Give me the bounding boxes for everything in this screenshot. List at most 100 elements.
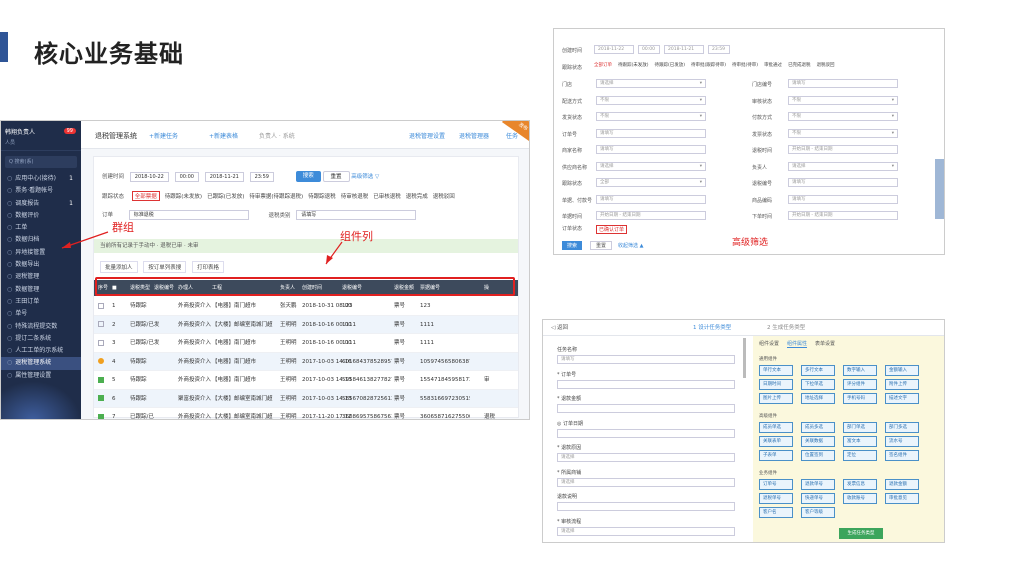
tr-status-tab[interactable]: 全部订单 — [594, 63, 612, 68]
br-component-pill[interactable]: 审批意见 — [885, 493, 919, 504]
manager-link[interactable]: 退税管理器 — [459, 133, 490, 140]
status-chip[interactable]: 全部票据 — [131, 191, 160, 201]
br-component-pill[interactable]: 手机号码 — [843, 393, 877, 404]
br-component-pill[interactable]: 地址选择 — [801, 393, 835, 404]
search-button[interactable]: 搜索 — [295, 171, 321, 182]
row-checkbox[interactable] — [98, 390, 104, 409]
br-component-pill[interactable]: 定位 — [843, 450, 877, 461]
sidebar-item[interactable]: 属性管理设置 — [1, 370, 81, 382]
tr-field-input[interactable]: 请填写 — [596, 194, 706, 204]
br-component-pill[interactable]: 金额输入 — [885, 365, 919, 376]
row-checkbox[interactable] — [98, 371, 104, 390]
br-field-input[interactable]: 请选择 — [557, 453, 735, 462]
tr-time2-input[interactable]: 23:59 — [708, 45, 730, 54]
br-component-pill[interactable]: 收款账号 — [843, 493, 877, 504]
table-row[interactable]: 6 待跟踪 聚富投资介入 【大楼】邮编室南城门超 王明明 2017-10-03 14:13… — [94, 389, 518, 409]
tr-status-tab[interactable]: 待跟踪(未发放) — [618, 63, 649, 68]
sidebar-item[interactable]: 数据评价 — [1, 210, 81, 222]
br-component-pill[interactable]: 客户名 — [759, 507, 793, 518]
tr-field-input[interactable]: 开始日期 - 结束日期 — [788, 211, 898, 220]
br-component-pill[interactable]: 快递单号 — [801, 493, 835, 504]
tr-field-input[interactable]: 全部 — [596, 178, 706, 187]
sidebar-item[interactable]: 特殊流程提交数 — [1, 321, 81, 333]
table-row[interactable]: 4 待跟踪 外商投资介入 【电器】南门超市 王明明 2017-10-03 14:16 601… — [94, 352, 518, 371]
row-checkbox[interactable] — [98, 408, 104, 419]
status-chip[interactable]: 已跟踪(已发放) — [207, 194, 245, 200]
br-component-pill[interactable]: 退税单号 — [759, 493, 793, 504]
br-tab[interactable]: 表单设置 — [815, 341, 836, 347]
sidebar-search-input[interactable]: Q 搜索(系) — [5, 156, 77, 168]
tr-status-tab[interactable]: 待审批(待审) — [732, 63, 759, 68]
br-back-link[interactable]: ◁ 返回 — [551, 325, 568, 331]
sidebar-item[interactable]: 退税管理 — [1, 271, 81, 283]
table-row[interactable]: 3 已跟踪/已发 外商投资介入 【电器】南门超市 王明明 2018-10-16 00:00… — [94, 334, 518, 353]
sidebar-item[interactable]: 单号 — [1, 308, 81, 320]
reset-button[interactable]: 重置 — [322, 171, 350, 182]
br-scrollbar[interactable] — [743, 338, 746, 378]
br-field-input[interactable] — [557, 379, 735, 389]
type-select[interactable]: 标准退税 — [128, 210, 249, 220]
list-search-button[interactable]: 按订单列表搜 — [143, 261, 187, 273]
date-to-input[interactable]: 2018-11-21 — [204, 171, 244, 182]
br-component-pill[interactable]: 附件上传 — [885, 379, 919, 390]
br-component-pill[interactable]: 订单号 — [759, 479, 793, 490]
category-input[interactable]: 请填写 — [296, 210, 417, 220]
br-field-input[interactable] — [557, 502, 735, 511]
tr-field-input[interactable]: 请选择 — [788, 161, 898, 171]
tr-field-input[interactable]: 请填写 — [788, 79, 898, 88]
settings-link[interactable]: 退税管理设置 — [409, 133, 446, 140]
task-link[interactable]: 任务 — [506, 133, 519, 140]
sidebar-item[interactable]: 工单 — [1, 222, 81, 234]
br-field-input[interactable] — [557, 404, 735, 413]
sidebar-header[interactable]: 韩翔负责人 人员 99 — [1, 121, 81, 151]
status-chip[interactable]: 待跟踪退税 — [308, 194, 336, 200]
sidebar-item[interactable]: 调度报告 1 — [1, 198, 81, 210]
status-chip[interactable]: 退税完成 — [405, 194, 428, 200]
tr-order-status-chip[interactable]: 已确认订单 — [596, 225, 628, 234]
notification-badge[interactable]: 99 — [63, 128, 76, 134]
br-component-pill[interactable]: 关联表单 — [759, 436, 793, 447]
br-component-pill[interactable]: 部门单选 — [843, 422, 877, 433]
status-chip[interactable]: 待审票据(待跟踪退税) — [249, 194, 304, 200]
br-component-pill[interactable]: 成员单选 — [759, 422, 793, 433]
br-component-pill[interactable]: 发票信息 — [843, 479, 877, 490]
sidebar-item[interactable]: 王田订单 — [1, 296, 81, 308]
status-chip[interactable]: 待跟踪(未发放) — [164, 194, 203, 200]
print-button[interactable]: 打印表格 — [192, 261, 225, 273]
tr-date2-input[interactable]: 2018-11-21 — [664, 45, 704, 54]
time-to-input[interactable]: 23:59 — [249, 171, 274, 182]
tr-field-input[interactable]: 不限 — [596, 112, 706, 121]
tr-status-tab[interactable]: 待审批(跟踪待审) — [691, 63, 727, 68]
tr-search-button[interactable]: 搜索 — [562, 241, 583, 250]
tr-date1-input[interactable]: 2018-11-22 — [594, 45, 634, 54]
sidebar-item[interactable]: 数据归档 — [1, 234, 81, 246]
br-component-pill[interactable]: 评分组件 — [843, 379, 877, 390]
row-checkbox[interactable] — [98, 297, 104, 316]
tr-reset-button[interactable]: 重置 — [590, 241, 613, 250]
br-field-input[interactable]: 请填写 — [557, 355, 735, 364]
br-component-pill[interactable]: 位置签到 — [801, 450, 835, 461]
status-chip[interactable]: 退税驳回 — [432, 194, 455, 200]
br-component-pill[interactable]: 日期时间 — [759, 379, 793, 390]
br-component-pill[interactable]: 多行文本 — [801, 365, 835, 376]
table-row[interactable]: 7 已跟踪/已 外商投资介入 【大楼】邮编室南城门超 王明明 2017-11-20 17:… — [94, 408, 518, 419]
br-component-pill[interactable]: 退款单号 — [801, 479, 835, 490]
tr-field-input[interactable]: 开始日期 - 结束日期 — [596, 211, 706, 220]
table-row[interactable]: 1 待跟踪 外商投资介入 【电器】南门超市 张天鹏 2018-10-31 08:00 123… — [94, 297, 518, 316]
row-checkbox[interactable] — [98, 316, 104, 335]
br-field-input[interactable] — [557, 428, 735, 438]
br-component-pill[interactable]: 描述文字 — [885, 393, 919, 404]
tr-collapse-link[interactable]: 收起筛选 ▲ — [618, 243, 644, 249]
tr-field-input[interactable]: 请填写 — [596, 128, 706, 138]
sidebar-item[interactable]: 应用中心(接待) 1 — [1, 173, 81, 185]
table-row[interactable]: 2 已跟踪/已发 外商投资介入 【大楼】邮编室南城门超 王明明 2018-10-16 00… — [94, 315, 518, 335]
br-component-pill[interactable]: 成员多选 — [801, 422, 835, 433]
sidebar-item[interactable]: 票务·看题帐号 — [1, 185, 81, 197]
br-component-pill[interactable]: 单行文本 — [759, 365, 793, 376]
batch-add-button[interactable]: 批量添加人 — [100, 261, 138, 273]
new-table-button[interactable]: +新建表格 — [209, 133, 239, 140]
br-field-input[interactable]: 请选择 — [557, 526, 735, 536]
br-component-pill[interactable]: 图片上传 — [759, 393, 793, 404]
br-step1[interactable]: 1 设计任务类型 — [693, 325, 732, 331]
br-component-pill[interactable]: 退款金额 — [885, 479, 919, 490]
